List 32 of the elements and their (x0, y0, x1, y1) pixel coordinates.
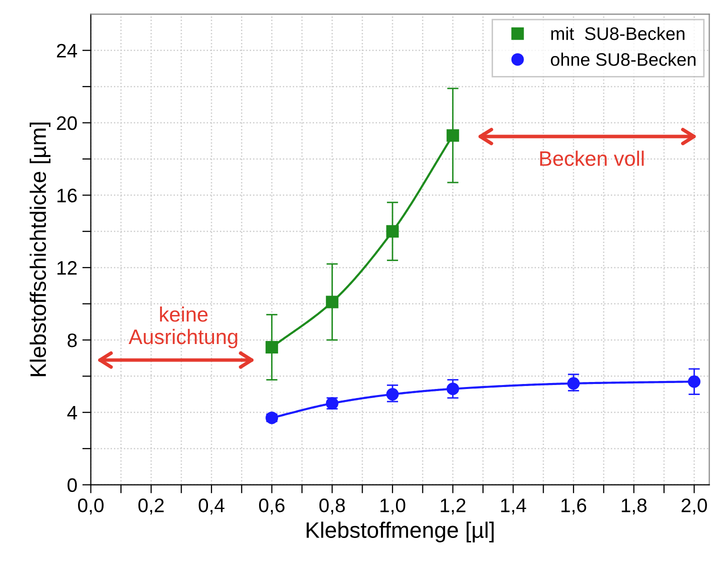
x-tick-label: 0,4 (198, 498, 224, 515)
y-tick-label: 8 (68, 333, 77, 348)
x-tick-label: 1,2 (440, 498, 466, 515)
x-tick-label: 1,8 (622, 498, 647, 515)
point (386, 388, 399, 401)
point (386, 225, 399, 238)
point (266, 340, 278, 354)
legend-label: mit SU8-Becken (551, 26, 684, 40)
annotation: Becken voll (540, 150, 644, 166)
legend-label: ohne SU8-Becken (550, 52, 696, 66)
y-tick-label: 20 (56, 116, 77, 130)
y-tick-label: 12 (57, 261, 77, 275)
point (688, 375, 700, 388)
x-tick-label: 0,2 (138, 498, 164, 515)
point (567, 377, 580, 390)
y-tick-label: 16 (57, 188, 77, 202)
y-tick-label: 0 (68, 478, 77, 492)
point (446, 129, 460, 142)
annotation: keine Ausrichtung (128, 306, 238, 348)
x-tick-label: 0,6 (259, 498, 284, 515)
x-axis-title: Klebstoffmenge [µl] (306, 522, 494, 542)
point (326, 296, 338, 308)
x-tick-label: 1,4 (501, 498, 526, 515)
y-tick-label: 4 (67, 406, 78, 420)
x-tick-label: 0,8 (319, 498, 345, 515)
x-tick-label: 0,0 (78, 498, 104, 515)
x-tick-label: 1,0 (380, 498, 406, 515)
x-tick-label: 1,6 (561, 498, 586, 515)
x-tick-label: 2,0 (682, 498, 707, 515)
point (446, 382, 460, 396)
y-axis-title: Klebstoffschichtdicke [µm] (30, 122, 50, 376)
y-tick-label: 24 (56, 44, 78, 58)
